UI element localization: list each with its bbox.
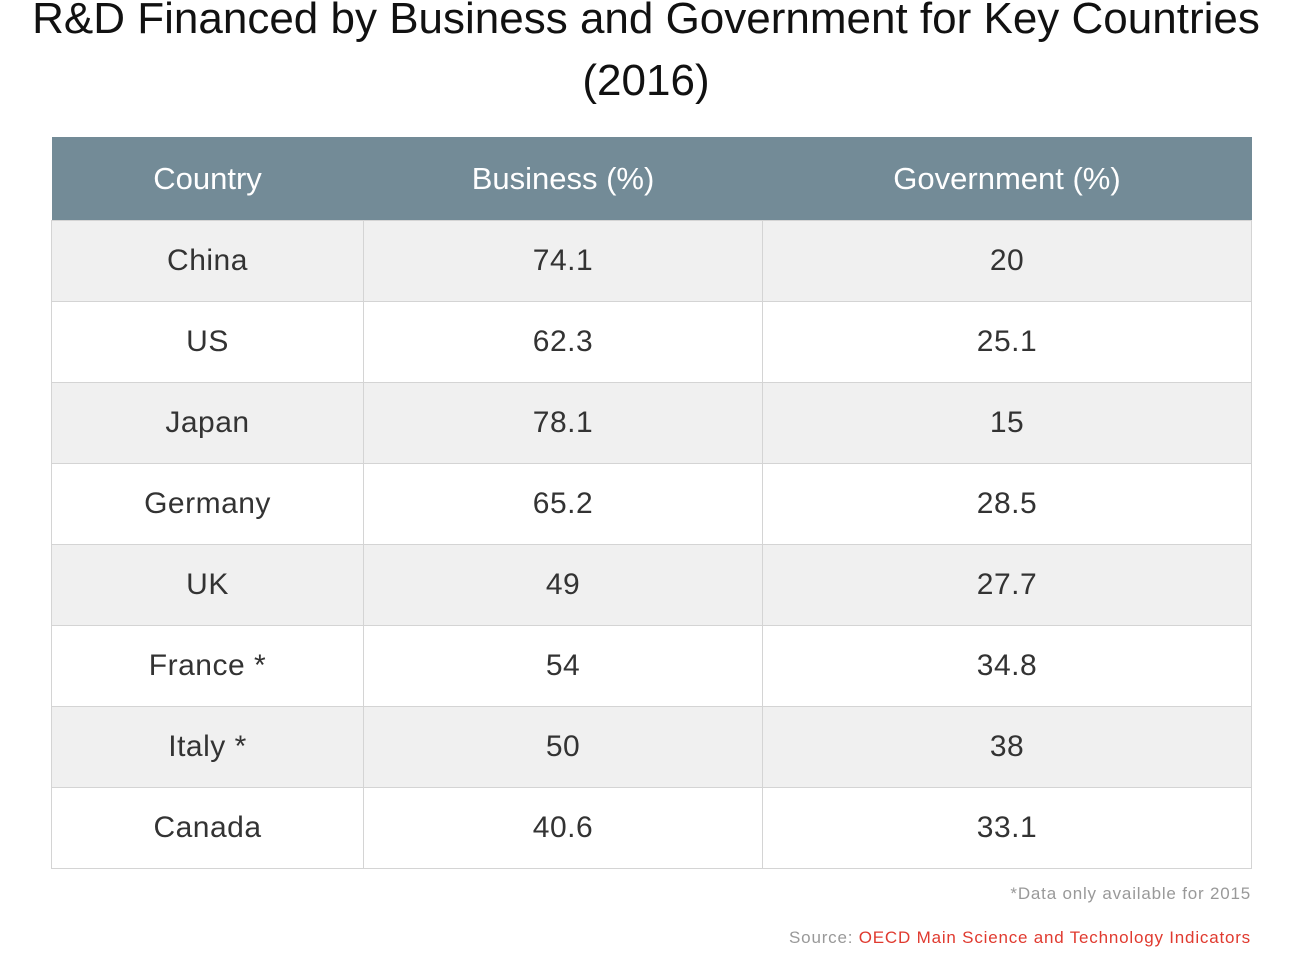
table-row: Germany 65.2 28.5 — [51, 463, 1252, 545]
table-row: US 62.3 25.1 — [51, 301, 1252, 383]
table-row: Japan 78.1 15 — [51, 382, 1252, 464]
cell-government: 20 — [762, 220, 1252, 302]
table-row: China 74.1 20 — [51, 220, 1252, 302]
cell-business: 40.6 — [363, 787, 763, 869]
cell-government: 28.5 — [762, 463, 1252, 545]
table-body: China 74.1 20 US 62.3 25.1 Japan 78.1 15 Germany 6… — [51, 220, 1252, 869]
source-label: Source: — [789, 928, 854, 947]
cell-country: UK — [51, 544, 364, 626]
column-header-government: Government (%) — [762, 137, 1252, 221]
cell-business: 74.1 — [363, 220, 763, 302]
cell-business: 62.3 — [363, 301, 763, 383]
cell-government: 15 — [762, 382, 1252, 464]
column-header-business: Business (%) — [363, 137, 763, 221]
cell-country: Italy * — [51, 706, 364, 788]
cell-government: 33.1 — [762, 787, 1252, 869]
footnote: *Data only available for 2015 — [1010, 884, 1251, 903]
cell-business: 54 — [363, 625, 763, 707]
cell-government: 25.1 — [762, 301, 1252, 383]
column-header-country: Country — [51, 137, 364, 221]
table-row: Italy * 50 38 — [51, 706, 1252, 788]
cell-business: 78.1 — [363, 382, 763, 464]
cell-business: 65.2 — [363, 463, 763, 545]
cell-country: Canada — [51, 787, 364, 869]
cell-country: Germany — [51, 463, 364, 545]
cell-business: 49 — [363, 544, 763, 626]
cell-country: France * — [51, 625, 364, 707]
chart-title: R&D Financed by Business and Government … — [32, 0, 1260, 105]
cell-business: 50 — [363, 706, 763, 788]
cell-government: 34.8 — [762, 625, 1252, 707]
table-row: France * 54 34.8 — [51, 625, 1252, 707]
source-link[interactable]: OECD Main Science and Technology Indicat… — [858, 928, 1251, 947]
source-line: Source: OECD Main Science and Technology… — [789, 928, 1251, 948]
cell-country: Japan — [51, 382, 364, 464]
data-table: Country Business (%) Government (%) Chin… — [51, 137, 1252, 869]
table-row: UK 49 27.7 — [51, 544, 1252, 626]
cell-government: 27.7 — [762, 544, 1252, 626]
table-row: Canada 40.6 33.1 — [51, 787, 1252, 869]
cell-country: US — [51, 301, 364, 383]
cell-country: China — [51, 220, 364, 302]
cell-government: 38 — [762, 706, 1252, 788]
table-header-row: Country Business (%) Government (%) — [51, 137, 1252, 221]
